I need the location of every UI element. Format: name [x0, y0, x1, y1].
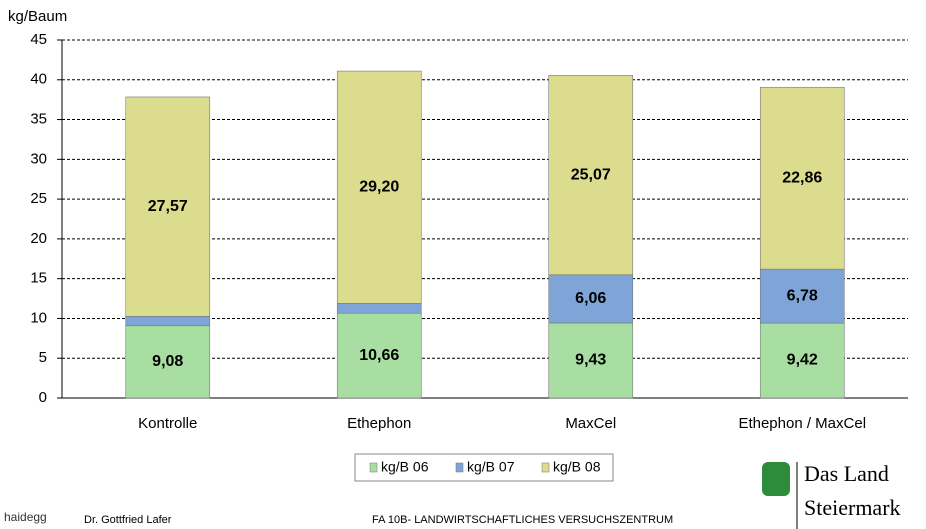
legend-label: kg/B 08 [553, 459, 601, 475]
x-tick-label: Ethephon / MaxCel [738, 415, 866, 432]
bar-segment [759, 86, 845, 270]
legend-swatch [541, 462, 550, 473]
bar-segment [336, 312, 422, 399]
data-label: 22,86 [782, 169, 822, 186]
bar-segment [336, 303, 422, 314]
x-tick-label: Ethephon [347, 415, 411, 432]
logo-right-1: Das Land [804, 461, 889, 486]
data-label: 6,06 [575, 290, 606, 307]
data-label: 29,20 [359, 178, 399, 195]
legend-label: kg/B 06 [381, 459, 429, 475]
y-axis-label: kg/Baum [8, 8, 67, 25]
institute: FA 10B- LANDWIRTSCHAFTLICHES VERSUCHSZEN… [372, 514, 673, 526]
data-label: 9,08 [152, 353, 183, 370]
bar-segment [125, 315, 211, 327]
legend-swatch [455, 462, 464, 473]
y-tick-label: 20 [30, 230, 47, 247]
x-tick-label: MaxCel [565, 415, 616, 432]
legend-swatch [369, 462, 378, 473]
y-tick-label: 10 [30, 309, 47, 326]
bar-segment [548, 322, 634, 399]
author: Dr. Gottfried Lafer [84, 514, 172, 526]
logo-right-2: Steiermark [804, 495, 901, 520]
bar-segment [125, 96, 211, 317]
bar-segment [759, 268, 845, 324]
data-label: 25,07 [571, 166, 611, 183]
y-tick-label: 5 [39, 349, 47, 366]
data-label: 9,42 [787, 352, 818, 369]
data-label: 6,78 [787, 287, 818, 304]
y-tick-label: 25 [30, 190, 47, 207]
y-tick-label: 40 [30, 71, 47, 88]
bar-segment [759, 322, 845, 399]
bar-segment [548, 75, 634, 276]
legend-box [354, 453, 614, 482]
y-tick-label: 35 [30, 111, 47, 128]
y-tick-label: 0 [39, 389, 47, 406]
bar-segment [125, 325, 211, 399]
y-tick-label: 15 [30, 270, 47, 287]
bar-segment [336, 70, 422, 304]
coat-of-arms [762, 462, 790, 496]
data-label: 10,66 [359, 347, 399, 364]
y-tick-label: 30 [30, 150, 47, 167]
y-tick-label: 45 [30, 31, 47, 48]
data-label: 9,43 [575, 352, 606, 369]
data-label: 27,57 [148, 198, 188, 215]
x-tick-label: Kontrolle [138, 415, 197, 432]
logo-left: haidegg [4, 510, 47, 524]
legend-label: kg/B 07 [467, 459, 515, 475]
